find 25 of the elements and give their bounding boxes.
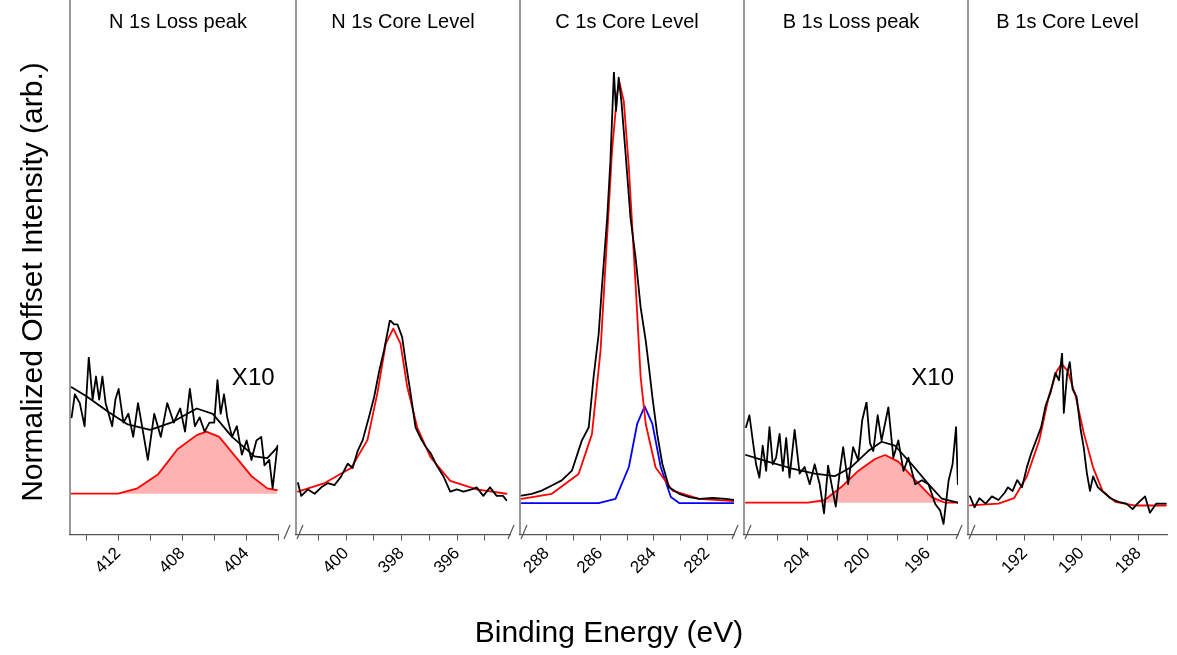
x-tick-label: 200	[840, 543, 874, 577]
chart-title: N 1s Loss peak	[109, 9, 248, 32]
x-tick-label: 286	[572, 543, 607, 577]
x-tick-label: 412	[90, 543, 125, 577]
x-tick-label: 288	[519, 543, 553, 577]
x-tick-label: 190	[1054, 543, 1088, 577]
x-tick-label: 408	[154, 543, 189, 577]
x-tick-label: 204	[779, 543, 814, 577]
x-tick-label: 192	[997, 543, 1031, 577]
x-tick-label: 282	[679, 543, 714, 577]
annotation: X10	[231, 362, 275, 390]
x-tick-label: 398	[374, 543, 408, 577]
x-tick-label: 188	[1111, 543, 1145, 577]
x-axis-title: Binding Energy (eV)	[474, 615, 744, 649]
x-tick-label: 396	[429, 543, 464, 577]
chart-title: B 1s Core Level	[996, 9, 1139, 32]
chart-title: B 1s Loss peak	[782, 9, 921, 32]
y-axis-title: Normalized Offset Intensity (arb.)	[15, 62, 49, 502]
x-tick-label: 284	[626, 543, 660, 577]
x-tick-label: 400	[318, 543, 353, 577]
x-tick-label: 196	[900, 543, 934, 577]
chart-title: C 1s Core Level	[555, 9, 699, 32]
text: X10	[911, 362, 954, 390]
x-tick-label: 404	[219, 543, 253, 577]
chart-title: N 1s Core Level	[331, 9, 475, 32]
